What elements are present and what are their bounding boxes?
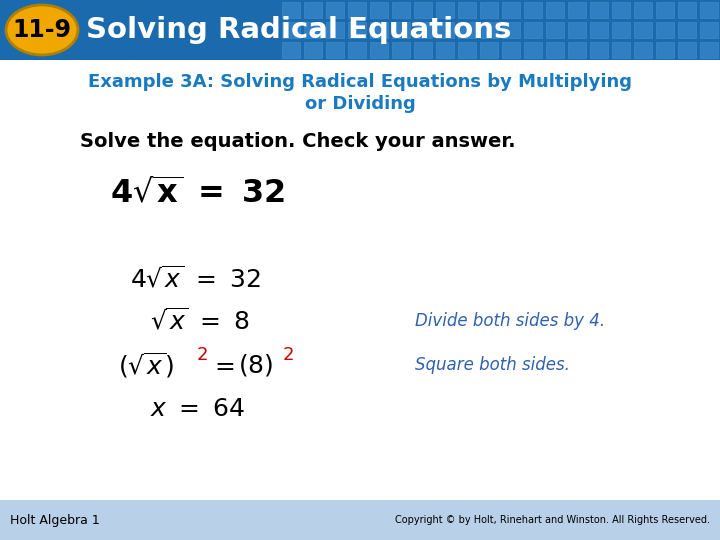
FancyBboxPatch shape bbox=[678, 2, 696, 18]
FancyBboxPatch shape bbox=[414, 42, 432, 58]
FancyBboxPatch shape bbox=[348, 22, 366, 38]
FancyBboxPatch shape bbox=[370, 42, 388, 58]
FancyBboxPatch shape bbox=[282, 22, 300, 38]
FancyBboxPatch shape bbox=[502, 2, 520, 18]
FancyBboxPatch shape bbox=[546, 2, 564, 18]
FancyBboxPatch shape bbox=[678, 42, 696, 58]
FancyBboxPatch shape bbox=[0, 0, 720, 60]
FancyBboxPatch shape bbox=[414, 2, 432, 18]
FancyBboxPatch shape bbox=[656, 42, 674, 58]
Text: $x\ =\ 64$: $x\ =\ 64$ bbox=[150, 397, 245, 421]
FancyBboxPatch shape bbox=[568, 2, 586, 18]
Text: $\left(8\right)$: $\left(8\right)$ bbox=[238, 352, 274, 378]
FancyBboxPatch shape bbox=[304, 42, 322, 58]
FancyBboxPatch shape bbox=[612, 42, 630, 58]
Text: Holt Algebra 1: Holt Algebra 1 bbox=[10, 514, 100, 526]
Text: or Dividing: or Dividing bbox=[305, 95, 415, 113]
FancyBboxPatch shape bbox=[458, 2, 476, 18]
FancyBboxPatch shape bbox=[634, 42, 652, 58]
FancyBboxPatch shape bbox=[590, 2, 608, 18]
FancyBboxPatch shape bbox=[0, 500, 720, 540]
Text: $\mathbf{4\sqrt{x}\ =\ 32}$: $\mathbf{4\sqrt{x}\ =\ 32}$ bbox=[110, 178, 285, 210]
FancyBboxPatch shape bbox=[502, 42, 520, 58]
Text: Solving Radical Equations: Solving Radical Equations bbox=[86, 16, 511, 44]
FancyBboxPatch shape bbox=[304, 2, 322, 18]
FancyBboxPatch shape bbox=[436, 22, 454, 38]
FancyBboxPatch shape bbox=[546, 22, 564, 38]
FancyBboxPatch shape bbox=[634, 2, 652, 18]
FancyBboxPatch shape bbox=[392, 2, 410, 18]
FancyBboxPatch shape bbox=[546, 42, 564, 58]
FancyBboxPatch shape bbox=[414, 22, 432, 38]
FancyBboxPatch shape bbox=[392, 42, 410, 58]
FancyBboxPatch shape bbox=[480, 2, 498, 18]
FancyBboxPatch shape bbox=[634, 22, 652, 38]
Text: $4\sqrt{x}\ =\ 32$: $4\sqrt{x}\ =\ 32$ bbox=[130, 266, 261, 292]
Text: 11-9: 11-9 bbox=[12, 18, 71, 42]
FancyBboxPatch shape bbox=[480, 42, 498, 58]
FancyBboxPatch shape bbox=[568, 22, 586, 38]
FancyBboxPatch shape bbox=[612, 2, 630, 18]
FancyBboxPatch shape bbox=[326, 22, 344, 38]
FancyBboxPatch shape bbox=[370, 22, 388, 38]
FancyBboxPatch shape bbox=[480, 22, 498, 38]
FancyBboxPatch shape bbox=[370, 2, 388, 18]
FancyBboxPatch shape bbox=[678, 22, 696, 38]
FancyBboxPatch shape bbox=[282, 2, 300, 18]
FancyBboxPatch shape bbox=[524, 42, 542, 58]
FancyBboxPatch shape bbox=[326, 42, 344, 58]
Text: $2$: $2$ bbox=[196, 346, 208, 364]
FancyBboxPatch shape bbox=[326, 2, 344, 18]
FancyBboxPatch shape bbox=[458, 42, 476, 58]
Text: Divide both sides by 4.: Divide both sides by 4. bbox=[415, 312, 605, 330]
FancyBboxPatch shape bbox=[656, 2, 674, 18]
FancyBboxPatch shape bbox=[436, 2, 454, 18]
FancyBboxPatch shape bbox=[524, 2, 542, 18]
FancyBboxPatch shape bbox=[590, 42, 608, 58]
FancyBboxPatch shape bbox=[304, 22, 322, 38]
FancyBboxPatch shape bbox=[700, 42, 718, 58]
Text: $=$: $=$ bbox=[210, 353, 235, 377]
FancyBboxPatch shape bbox=[282, 42, 300, 58]
Text: Square both sides.: Square both sides. bbox=[415, 356, 570, 374]
FancyBboxPatch shape bbox=[656, 22, 674, 38]
Ellipse shape bbox=[6, 5, 78, 55]
Text: $\sqrt{x}\ =\ 8$: $\sqrt{x}\ =\ 8$ bbox=[150, 308, 250, 334]
FancyBboxPatch shape bbox=[700, 2, 718, 18]
FancyBboxPatch shape bbox=[568, 42, 586, 58]
Text: $\left(\sqrt{x}\right)$: $\left(\sqrt{x}\right)$ bbox=[118, 350, 174, 380]
FancyBboxPatch shape bbox=[590, 22, 608, 38]
Text: $2$: $2$ bbox=[282, 346, 294, 364]
Text: Copyright © by Holt, Rinehart and Winston. All Rights Reserved.: Copyright © by Holt, Rinehart and Winsto… bbox=[395, 515, 710, 525]
FancyBboxPatch shape bbox=[700, 22, 718, 38]
FancyBboxPatch shape bbox=[436, 42, 454, 58]
FancyBboxPatch shape bbox=[612, 22, 630, 38]
FancyBboxPatch shape bbox=[348, 2, 366, 18]
FancyBboxPatch shape bbox=[392, 22, 410, 38]
FancyBboxPatch shape bbox=[524, 22, 542, 38]
FancyBboxPatch shape bbox=[458, 22, 476, 38]
FancyBboxPatch shape bbox=[502, 22, 520, 38]
FancyBboxPatch shape bbox=[348, 42, 366, 58]
Text: Example 3A: Solving Radical Equations by Multiplying: Example 3A: Solving Radical Equations by… bbox=[88, 73, 632, 91]
Text: Solve the equation. Check your answer.: Solve the equation. Check your answer. bbox=[80, 132, 516, 151]
